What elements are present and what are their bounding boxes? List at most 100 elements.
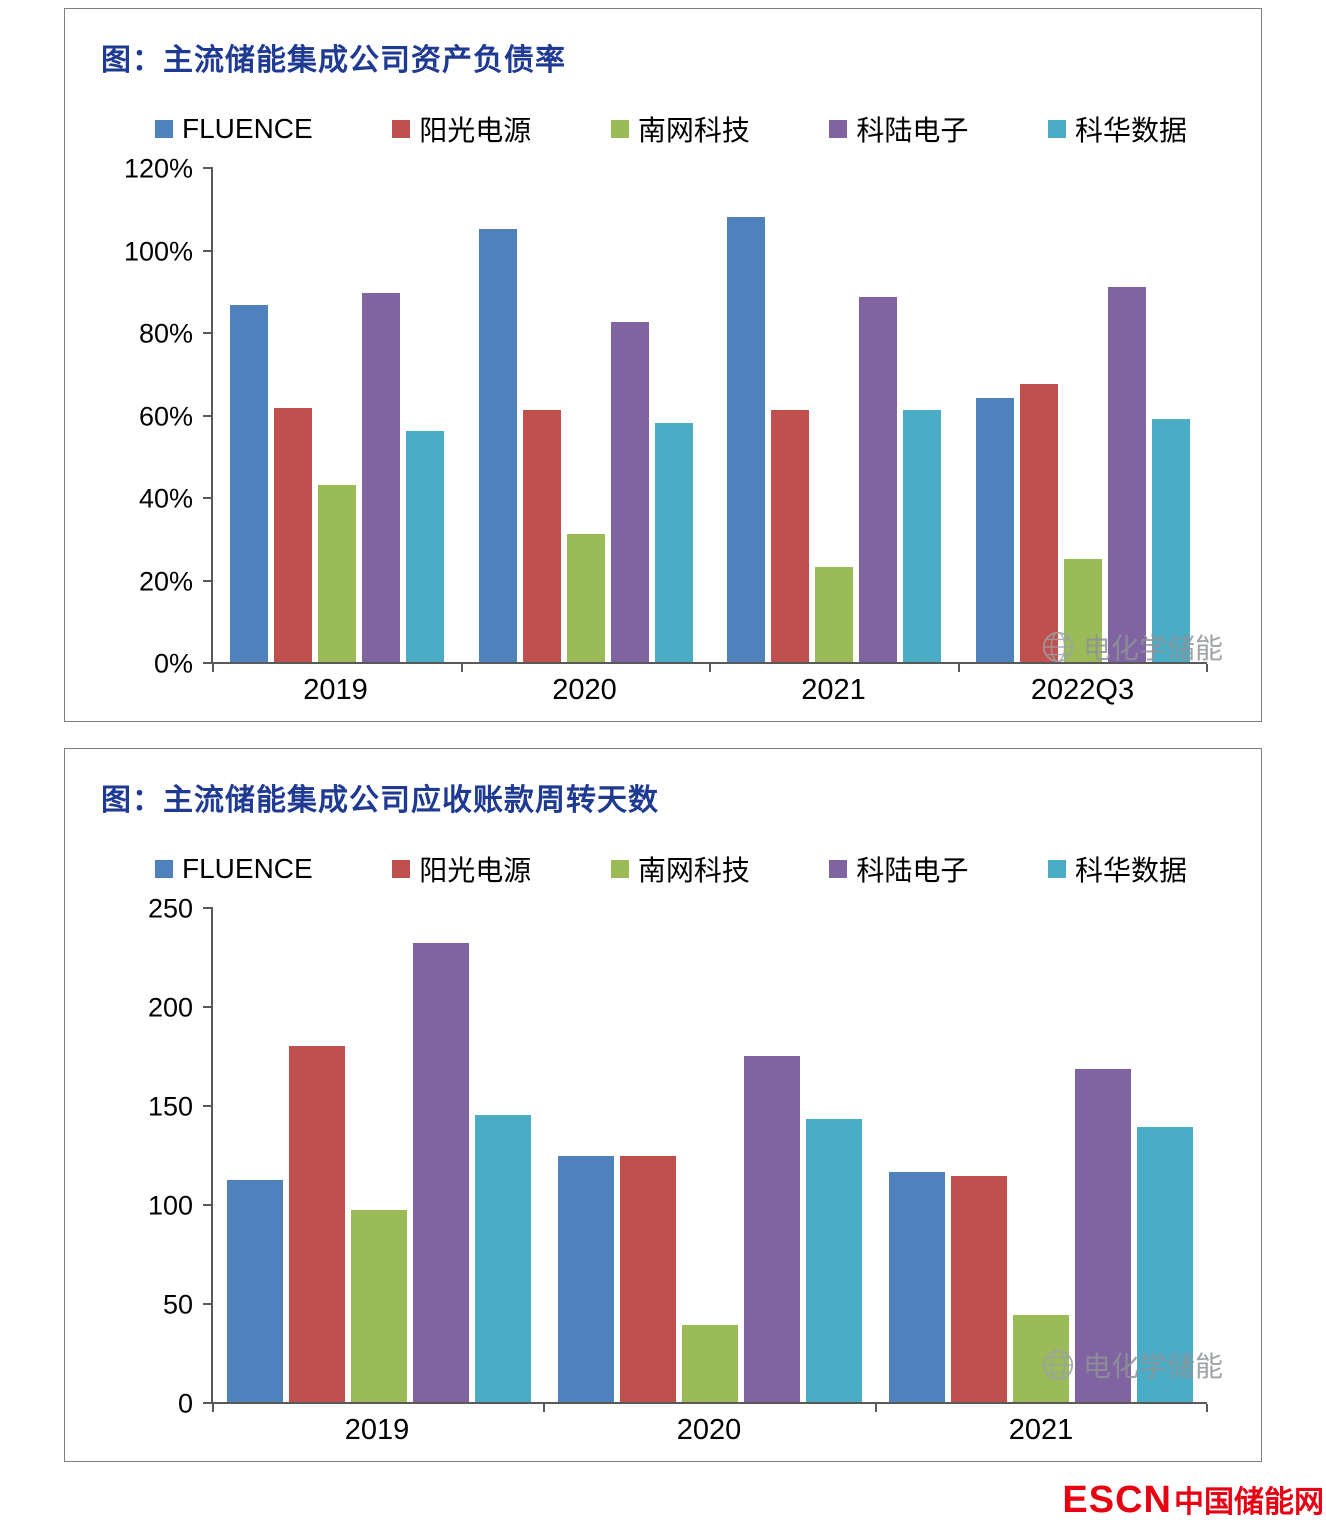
x-tick-mark xyxy=(460,664,463,672)
bar-group xyxy=(975,286,1190,662)
y-tick-mark xyxy=(203,1303,211,1305)
legend-item: 科华数据 xyxy=(1047,849,1187,889)
y-tick-label: 200 xyxy=(147,992,193,1023)
bar xyxy=(1075,1069,1132,1402)
bar xyxy=(903,410,942,662)
bar xyxy=(743,1055,800,1402)
y-tick-mark xyxy=(203,414,211,417)
chart-title: 图：主流储能集成公司应收账款周转天数 xyxy=(101,784,659,817)
bar xyxy=(230,305,269,662)
legend-item: 南网科技 xyxy=(610,849,750,889)
bar xyxy=(1063,558,1102,662)
chart-panel-receivable-days: 图：主流储能集成公司应收账款周转天数 FLUENCE 阳光电源 南网科技 科陆电子 科华… xyxy=(64,748,1262,1462)
bar xyxy=(889,1172,946,1402)
legend-swatch xyxy=(1047,120,1066,138)
y-tick-mark xyxy=(203,662,211,664)
y-tick-label: 250 xyxy=(147,893,193,924)
category-label: 2020 xyxy=(552,674,617,706)
legend-label: 南网科技 xyxy=(637,115,750,146)
x-tick-mark xyxy=(709,664,711,672)
y-tick-mark xyxy=(203,907,211,909)
bar xyxy=(522,410,561,662)
bar xyxy=(771,410,810,662)
y-tick-mark xyxy=(203,1006,211,1008)
x-tick-mark xyxy=(874,1404,877,1412)
bar xyxy=(288,1045,345,1402)
category-label: 2021 xyxy=(801,674,866,706)
bar xyxy=(815,567,854,662)
bar-chart: 0 50 100 150 200 250 2019 2020 2021 xyxy=(81,895,1233,1447)
bar xyxy=(610,321,649,662)
bar-group xyxy=(557,1055,862,1402)
y-tick-mark xyxy=(203,1402,211,1404)
bar xyxy=(412,942,469,1402)
legend-item: 科陆电子 xyxy=(829,109,968,149)
plot-area xyxy=(211,167,1208,672)
legend-swatch xyxy=(829,120,848,138)
x-tick-mark xyxy=(1206,664,1208,672)
legend: FLUENCE 阳光电源 南网科技 科陆电子 科华数据 xyxy=(81,819,1233,897)
y-tick-label: 20% xyxy=(138,566,193,596)
legend-label: 科陆电子 xyxy=(856,115,969,146)
bar xyxy=(1137,1126,1194,1402)
escn-logo: ESCN 中国储能网 xyxy=(1062,1477,1324,1522)
y-tick-mark xyxy=(203,249,211,252)
bar xyxy=(654,422,693,662)
y-tick-label: 150 xyxy=(147,1091,193,1122)
bar-groups xyxy=(213,167,1207,662)
legend-swatch xyxy=(392,120,411,138)
bar-group xyxy=(727,216,942,662)
legend-swatch xyxy=(610,860,629,878)
legend-swatch xyxy=(155,120,173,138)
bar xyxy=(474,1114,531,1402)
y-tick-label: 60% xyxy=(138,401,193,431)
bar xyxy=(362,292,401,662)
x-tick-mark xyxy=(212,1404,214,1412)
y-tick-label: 50 xyxy=(162,1289,193,1320)
legend-label: FLUENCE xyxy=(182,853,313,884)
bar xyxy=(1151,418,1190,662)
bar xyxy=(1019,383,1058,662)
bar-groups xyxy=(213,907,1207,1402)
category-label: 2020 xyxy=(676,1414,742,1446)
bar xyxy=(274,408,313,662)
y-axis: 0 50 100 150 200 250 xyxy=(81,895,211,1417)
legend-swatch xyxy=(1047,860,1066,878)
bar-group xyxy=(478,228,693,662)
bar xyxy=(557,1156,614,1402)
y-tick-mark xyxy=(203,1105,211,1107)
bar xyxy=(478,228,517,662)
y-tick-label: 100 xyxy=(147,1190,193,1221)
bar-group xyxy=(230,292,445,662)
y-tick-label: 0 xyxy=(177,1388,193,1419)
legend-swatch xyxy=(155,860,173,878)
legend-label: 科华数据 xyxy=(1074,115,1187,146)
chart-title: 图：主流储能集成公司资产负债率 xyxy=(101,44,566,77)
y-tick-label: 0% xyxy=(153,648,193,679)
y-tick-mark xyxy=(203,332,211,334)
bar-group xyxy=(226,942,531,1402)
y-tick-label: 120% xyxy=(123,153,193,184)
bar xyxy=(318,484,357,662)
legend-label: 阳光电源 xyxy=(419,855,532,886)
legend-label: 科陆电子 xyxy=(856,855,969,886)
bar xyxy=(951,1176,1008,1402)
category-label: 2019 xyxy=(303,674,368,706)
legend-item: FLUENCE xyxy=(155,853,313,885)
plot-area xyxy=(211,907,1208,1412)
x-tick-mark xyxy=(957,664,960,672)
legend-swatch xyxy=(392,860,411,878)
bar-group xyxy=(889,1069,1194,1402)
legend-item: FLUENCE xyxy=(155,113,313,145)
y-axis: 0% 20% 40% 60% 80% 100% 120% xyxy=(81,155,211,677)
category-label: 2021 xyxy=(1008,1414,1074,1446)
bar xyxy=(350,1209,407,1402)
escn-logo-mark: ESCN xyxy=(1062,1479,1172,1521)
legend-label: 阳光电源 xyxy=(419,115,532,146)
category-label: 2022Q3 xyxy=(1030,674,1135,706)
legend-item: 科华数据 xyxy=(1047,109,1187,149)
bar-chart: 0% 20% 40% 60% 80% 100% 120% 2019 2020 2021 2022Q… xyxy=(81,155,1233,707)
bar xyxy=(727,216,766,662)
y-tick-mark xyxy=(203,497,211,499)
legend-item: 阳光电源 xyxy=(392,849,531,889)
